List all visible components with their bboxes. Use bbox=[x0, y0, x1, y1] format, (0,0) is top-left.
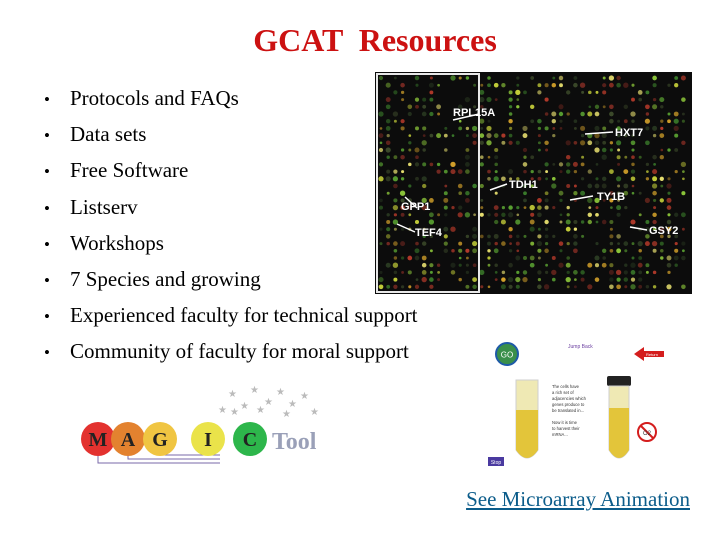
svg-text:C: C bbox=[243, 429, 257, 451]
list-item: • Protocols and FAQs bbox=[44, 80, 418, 116]
bullet-dot: • bbox=[44, 270, 50, 290]
svg-text:★: ★ bbox=[230, 407, 239, 418]
gene-label: HXT7 bbox=[615, 127, 643, 139]
gene-label: RPL15A bbox=[453, 107, 495, 119]
bullet-dot: • bbox=[44, 126, 50, 146]
star-arc-decoration: ★★★ ★★★ ★★★ ★ ★ ★ bbox=[218, 385, 319, 420]
svg-text:★: ★ bbox=[282, 409, 291, 420]
go-button[interactable] bbox=[495, 342, 519, 366]
svg-text:★: ★ bbox=[218, 405, 227, 416]
svg-text:M: M bbox=[89, 429, 108, 451]
o2-label: O2 bbox=[643, 431, 652, 437]
logo-letter-c bbox=[233, 422, 267, 456]
tube-cap bbox=[607, 376, 631, 386]
svg-text:Return: Return bbox=[646, 352, 658, 357]
microarray-image: RPL15A HXT7 TDH1 TY1B GPP1 TEF4 GSY2 bbox=[375, 72, 692, 294]
svg-text:★: ★ bbox=[300, 391, 309, 402]
microarray-animation-link[interactable]: See Microarray Animation bbox=[466, 487, 690, 511]
svg-text:★: ★ bbox=[250, 385, 259, 396]
list-item: • Experienced faculty for technical suppo… bbox=[44, 297, 418, 333]
svg-text:★: ★ bbox=[276, 387, 285, 398]
slide-title: GCAT Resources bbox=[253, 22, 497, 58]
list-item: • Community of faculty for moral support bbox=[44, 333, 418, 369]
gene-label: TEF4 bbox=[415, 227, 443, 239]
magic-tool-logo: ★★★ ★★★ ★★★ ★ ★ ★ M A G I C Tool bbox=[81, 385, 319, 464]
svg-text:Stop: Stop bbox=[491, 460, 502, 466]
logo-letter-i bbox=[191, 422, 225, 456]
tube-liquid bbox=[516, 410, 538, 458]
svg-text:★: ★ bbox=[256, 405, 265, 416]
svg-text:★: ★ bbox=[228, 389, 237, 400]
bullet-dot: • bbox=[44, 234, 50, 254]
resource-list: • Protocols and FAQs • Data sets • Free Sof… bbox=[44, 80, 418, 370]
logo-letter-a bbox=[111, 422, 145, 456]
gene-label: GSY2 bbox=[649, 225, 678, 237]
no-oxygen-icon bbox=[637, 422, 657, 442]
jump-back-link[interactable]: Jump Back bbox=[568, 344, 593, 350]
logo-tool-word: Tool bbox=[272, 429, 317, 455]
svg-text:A: A bbox=[121, 429, 136, 451]
logo-letter-m bbox=[81, 422, 115, 456]
back-arrow-icon[interactable] bbox=[634, 347, 664, 361]
svg-text:I: I bbox=[204, 429, 212, 451]
gene-label: TDH1 bbox=[509, 179, 538, 191]
logo-letter-g bbox=[143, 422, 177, 456]
animation-caption: The cells have a rich set of adjacencies… bbox=[552, 384, 587, 437]
bullet-dot: • bbox=[44, 343, 50, 363]
list-item: • Listserv bbox=[44, 189, 418, 225]
bullet-dot: • bbox=[44, 162, 50, 182]
list-item: • 7 Species and growing bbox=[44, 261, 418, 297]
svg-text:★: ★ bbox=[310, 407, 319, 418]
gene-label: TY1B bbox=[597, 191, 625, 203]
list-item: • Free Software bbox=[44, 152, 418, 188]
svg-text:★: ★ bbox=[288, 399, 297, 410]
animation-thumbnail[interactable]: GO Jump Back Return The cells have a ric… bbox=[486, 338, 676, 473]
list-item: • Data sets bbox=[44, 116, 418, 152]
list-item: • Workshops bbox=[44, 225, 418, 261]
go-label: GO bbox=[501, 351, 513, 360]
stop-button[interactable] bbox=[488, 457, 504, 466]
svg-text:★: ★ bbox=[240, 401, 249, 412]
label-arrows bbox=[396, 113, 648, 233]
svg-text:★: ★ bbox=[264, 397, 273, 408]
gene-label: GPP1 bbox=[401, 201, 430, 213]
bullet-dot: • bbox=[44, 90, 50, 109]
tube-liquid bbox=[609, 408, 629, 458]
grid-highlight-box bbox=[376, 73, 480, 293]
bullet-dot: • bbox=[44, 198, 50, 218]
bullet-dot: • bbox=[44, 307, 50, 327]
microarray-spots bbox=[378, 75, 687, 290]
svg-text:G: G bbox=[152, 429, 168, 451]
